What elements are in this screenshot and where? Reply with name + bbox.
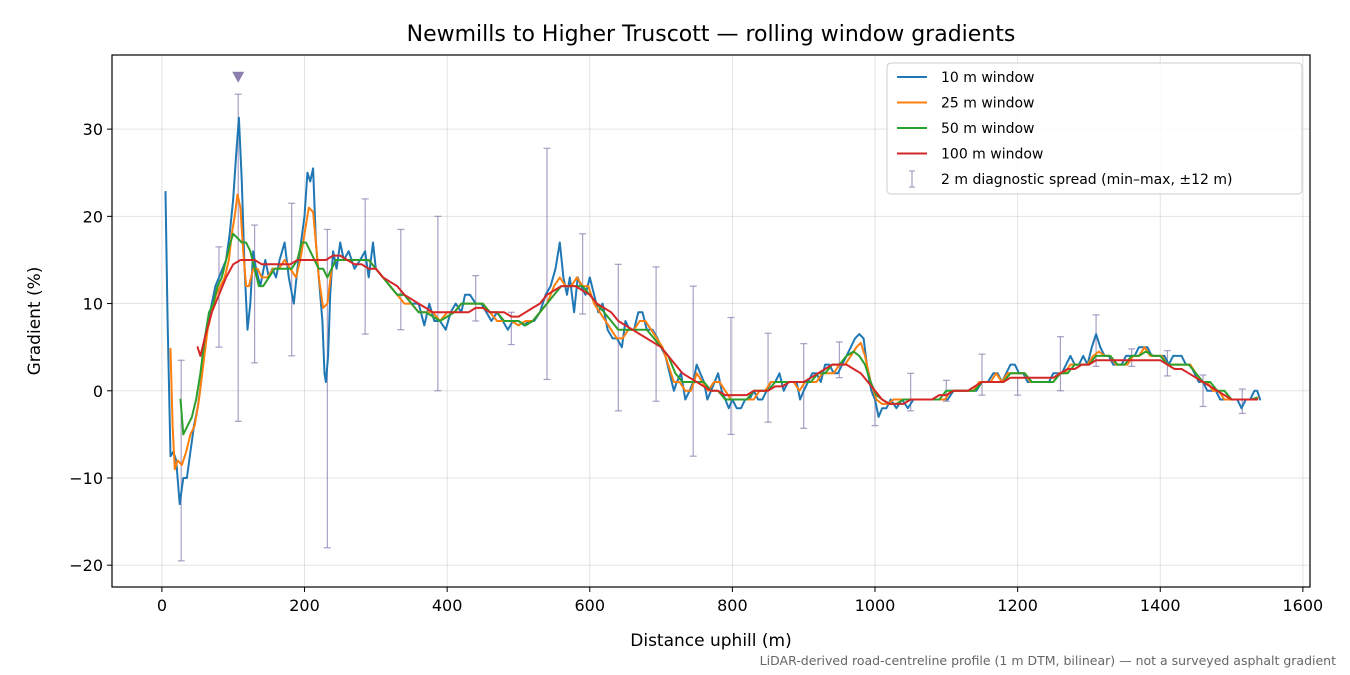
legend-box [886,62,1303,195]
error-bar [543,147,551,381]
x-tick-label: 1600 [1283,596,1324,615]
x-tick-label: 1000 [855,596,896,615]
series-lines [164,116,1262,506]
y-axis-ticks: −20 −10 0 10 20 30 [69,120,112,575]
y-tick-label: 20 [83,207,103,226]
error-bar [1092,314,1100,367]
x-tick-label: 600 [575,596,606,615]
error-bar [764,332,772,423]
error-bar [689,285,697,457]
plot-frame [111,54,1311,588]
y-tick-label: −10 [69,469,103,488]
x-axis-ticks: 0 200 400 600 800 1000 1200 1400 1600 [157,587,1323,615]
x-axis-label: Distance uphill (m) [630,631,791,651]
error-bar [1199,374,1207,408]
series-line-1 [164,116,1262,506]
error-bar [323,228,331,549]
error-bar [507,311,515,346]
y-tick-label: 10 [83,295,103,314]
legend-label-errorbar: 2 m diagnostic spread (min–max, ±12 m) [941,172,1232,188]
y-tick-label: −20 [69,556,103,575]
x-tick-label: 1200 [997,596,1038,615]
error-bar [472,275,480,322]
error-bar [727,316,735,435]
legend: 10 m window 25 m window 50 m window 100 m w… [886,62,1303,195]
y-tick-label: 30 [83,120,103,139]
error-bar [1056,336,1064,392]
x-tick-label: 800 [717,596,748,615]
error-bar [579,233,587,315]
chart-title: Newmills to Higher Truscott — rolling wi… [407,22,1016,47]
x-tick-label: 200 [289,596,320,615]
legend-swatch-errorbar [909,170,915,188]
error-bar [177,359,185,562]
markers [232,71,245,83]
error-bar [434,215,442,392]
legend-label-1: 10 m window [941,70,1034,86]
x-tick-label: 0 [157,596,167,615]
error-bar [397,228,405,331]
footnote: LiDAR-derived road-centreline profile (1… [760,653,1336,668]
error-bar [1238,388,1246,415]
error-bar [288,202,296,357]
peak-marker [232,71,245,83]
y-tick-label: 0 [93,382,103,401]
x-tick-label: 400 [432,596,463,615]
series-line-4 [196,254,1259,405]
series-line-3 [179,232,1258,436]
legend-label-4: 100 m window [941,147,1043,163]
legend-label-3: 50 m window [941,121,1034,137]
y-axis-label: Gradient (%) [25,267,45,376]
error-bars [177,93,1246,562]
x-tick-label: 1400 [1140,596,1181,615]
error-bar [234,93,242,422]
legend-label-2: 25 m window [941,96,1034,112]
error-bar [251,224,259,364]
error-bar [978,353,986,396]
